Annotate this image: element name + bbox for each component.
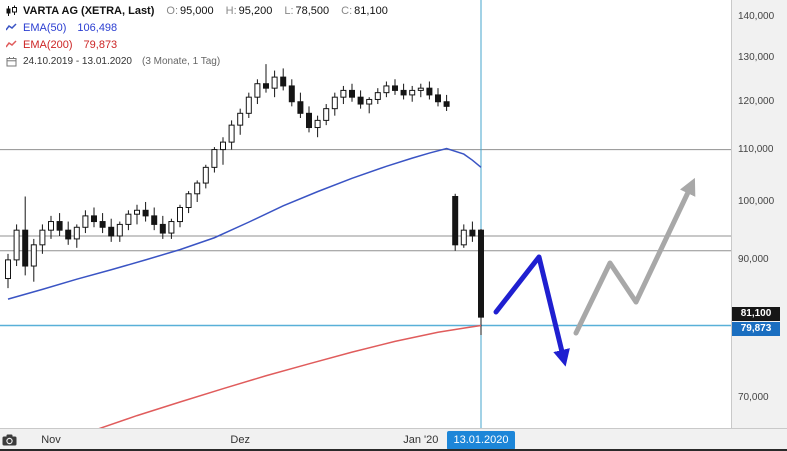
ema50-legend-row[interactable]: EMA(50) 106,498 xyxy=(4,20,388,35)
bottom-edge-bar xyxy=(0,449,787,451)
ema50-value: 106,498 xyxy=(77,21,118,34)
price-axis[interactable]: 81,100 79,873 140,000 130,000 120,000 110,0… xyxy=(731,0,787,428)
ema200-legend-row[interactable]: EMA(200) 79,873 xyxy=(4,37,388,52)
ema200-value: 79,873 xyxy=(83,38,118,51)
time-axis[interactable]: 13.01.2020 Nov Dez Jan '20 xyxy=(0,428,787,451)
ema50-label: EMA(50) xyxy=(23,21,67,34)
ema200-label: EMA(200) xyxy=(23,38,73,51)
y-axis-tick: 130,000 xyxy=(738,51,775,63)
ema200-line-swatch-icon xyxy=(4,40,18,49)
date-range-text: 24.10.2019 - 13.01.2020 xyxy=(23,56,132,67)
instrument-row: VARTA AG (XETRA, Last) O: 95,000 H: 95,200… xyxy=(4,3,388,18)
y-axis-tick: 100,000 xyxy=(738,195,775,207)
y-axis-tick: 110,000 xyxy=(738,143,774,155)
candlestick-chart-icon[interactable] xyxy=(4,5,18,17)
hline-price-badge: 79,873 xyxy=(732,321,780,336)
camera-icon[interactable] xyxy=(2,433,17,451)
date-badge: 13.01.2020 xyxy=(447,431,515,450)
date-range-row[interactable]: 24.10.2019 - 13.01.2020 (3 Monate, 1 Tag… xyxy=(4,54,388,69)
last-price-badge: 81,100 xyxy=(732,307,780,322)
x-axis-label: Jan '20 xyxy=(403,434,439,446)
instrument-title: VARTA AG (XETRA, Last) xyxy=(23,4,155,17)
price-chart-plot[interactable] xyxy=(0,0,731,428)
period-info-text: (3 Monate, 1 Tag) xyxy=(141,56,221,67)
close-value: C: 81,100 xyxy=(341,4,388,17)
x-axis-label: Nov xyxy=(41,434,61,446)
ema50-line-swatch-icon xyxy=(4,23,18,32)
calendar-icon xyxy=(4,56,18,67)
y-axis-tick: 120,000 xyxy=(738,95,775,107)
chart-legend: VARTA AG (XETRA, Last) O: 95,000 H: 95,200… xyxy=(4,3,388,69)
high-value: H: 95,200 xyxy=(225,4,273,17)
x-axis-label: Dez xyxy=(230,434,250,446)
open-value: O: 95,000 xyxy=(166,4,214,17)
y-axis-tick: 70,000 xyxy=(738,392,769,404)
y-axis-tick: 90,000 xyxy=(738,253,769,265)
y-axis-tick: 140,000 xyxy=(738,11,775,22)
low-value: L: 78,500 xyxy=(284,4,330,17)
